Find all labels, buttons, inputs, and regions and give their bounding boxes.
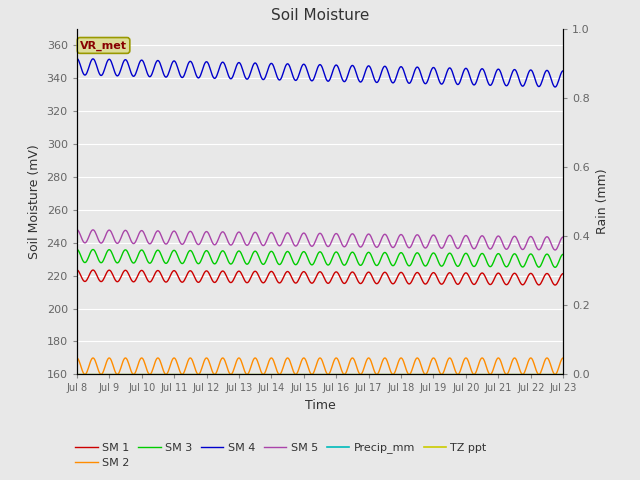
SM 2 [182, 365, 189, 371]
SM 1 [393, 276, 401, 281]
SM 3 [207, 255, 214, 261]
SM 3 [551, 264, 559, 270]
Legend: SM 1, SM 2, SM 3, SM 4, SM 5, Precip_mm, TZ ppt: SM 1, SM 2, SM 3, SM 4, SM 5, Precip_mm,… [71, 438, 491, 472]
SM 1 [181, 276, 189, 282]
SM 3 [73, 246, 81, 252]
SM 4 [379, 66, 387, 72]
SM 4 [207, 68, 214, 73]
SM 3 [559, 252, 567, 257]
SM 2 [132, 367, 140, 373]
SM 1 [73, 267, 81, 273]
SM 2 [559, 355, 567, 361]
SM 3 [132, 258, 140, 264]
SM 5 [132, 239, 140, 244]
SM 4 [73, 56, 81, 61]
Y-axis label: Soil Moisture (mV): Soil Moisture (mV) [28, 144, 41, 259]
Title: Soil Moisture: Soil Moisture [271, 9, 369, 24]
SM 5 [207, 236, 214, 241]
SM 2 [394, 362, 401, 368]
SM 5 [379, 234, 387, 240]
SM 5 [82, 240, 90, 246]
SM 1 [379, 272, 387, 277]
Y-axis label: Rain (mm): Rain (mm) [596, 169, 609, 234]
SM 5 [559, 234, 567, 240]
SM 2 [83, 371, 90, 376]
SM 4 [181, 70, 189, 76]
SM 4 [132, 71, 140, 77]
Line: SM 3: SM 3 [77, 249, 563, 267]
X-axis label: Time: Time [305, 399, 335, 412]
SM 3 [393, 257, 401, 263]
SM 5 [551, 247, 559, 253]
Text: VR_met: VR_met [80, 40, 127, 50]
Line: SM 2: SM 2 [77, 358, 563, 374]
SM 3 [379, 252, 387, 258]
Line: SM 1: SM 1 [77, 270, 563, 285]
SM 1 [551, 282, 559, 288]
SM 1 [207, 274, 214, 280]
SM 2 [73, 355, 81, 361]
SM 4 [393, 72, 401, 78]
SM 3 [181, 257, 189, 263]
SM 1 [82, 278, 90, 284]
Line: SM 4: SM 4 [77, 59, 563, 87]
SM 2 [81, 372, 89, 377]
SM 5 [181, 238, 189, 244]
SM 4 [559, 68, 567, 73]
SM 5 [73, 227, 81, 232]
SM 2 [207, 366, 215, 372]
SM 4 [82, 72, 90, 78]
SM 5 [393, 239, 401, 244]
Line: SM 5: SM 5 [77, 229, 563, 250]
SM 2 [380, 357, 387, 362]
SM 3 [82, 260, 90, 265]
SM 4 [551, 84, 559, 90]
SM 1 [559, 271, 567, 276]
SM 1 [132, 277, 140, 283]
